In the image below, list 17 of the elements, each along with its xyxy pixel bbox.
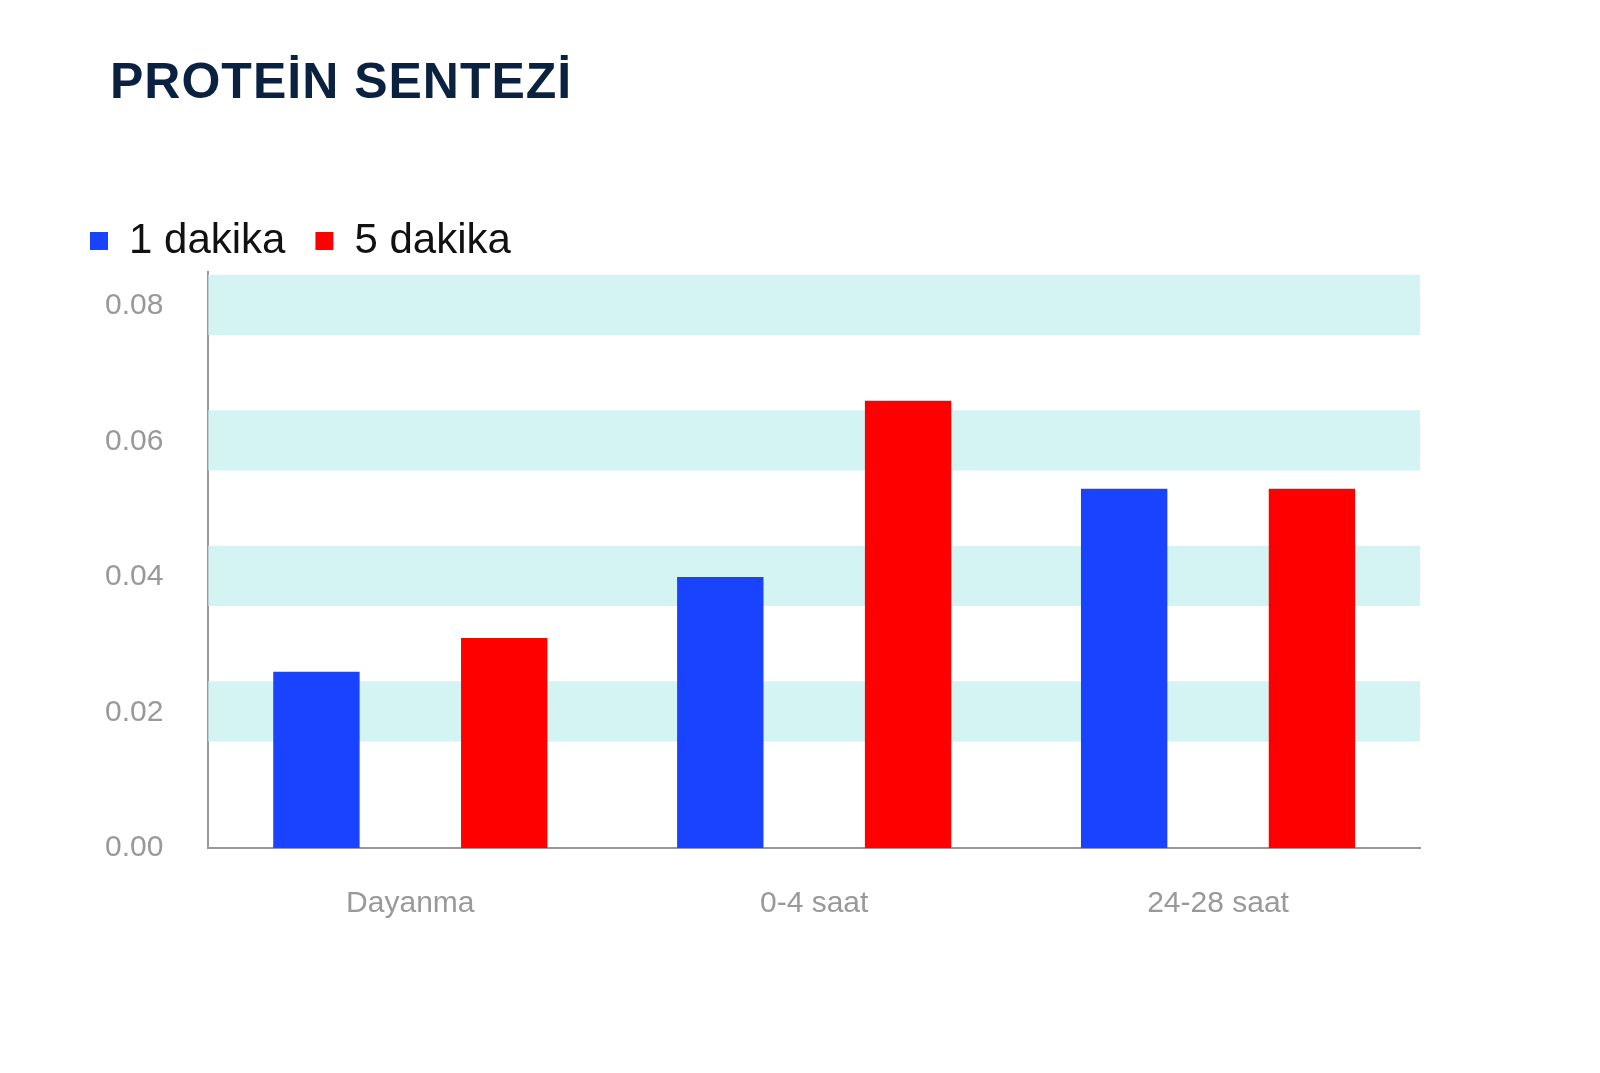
y-tick-label: 0.06 [105, 422, 164, 456]
bar [864, 400, 952, 848]
y-tick-label: 0.04 [105, 558, 164, 592]
bar [461, 637, 548, 848]
bar [273, 671, 360, 848]
legend-label: 1 dakika [129, 214, 287, 262]
y-tick-label: 0.08 [105, 287, 164, 321]
bar [1268, 488, 1356, 848]
bar [677, 576, 764, 848]
x-tick-label: Dayanma [346, 885, 475, 919]
legend-label: 5 dakika [354, 214, 512, 262]
x-tick-label: 24-28 saat [1147, 885, 1290, 919]
x-tick-label: 0-4 saat [759, 885, 870, 919]
bar [1080, 488, 1168, 848]
y-tick-label: 0.02 [105, 693, 164, 727]
y-tick-label: 0.00 [105, 829, 164, 863]
chart-title: PROTEİN SENTEZİ [110, 52, 573, 110]
